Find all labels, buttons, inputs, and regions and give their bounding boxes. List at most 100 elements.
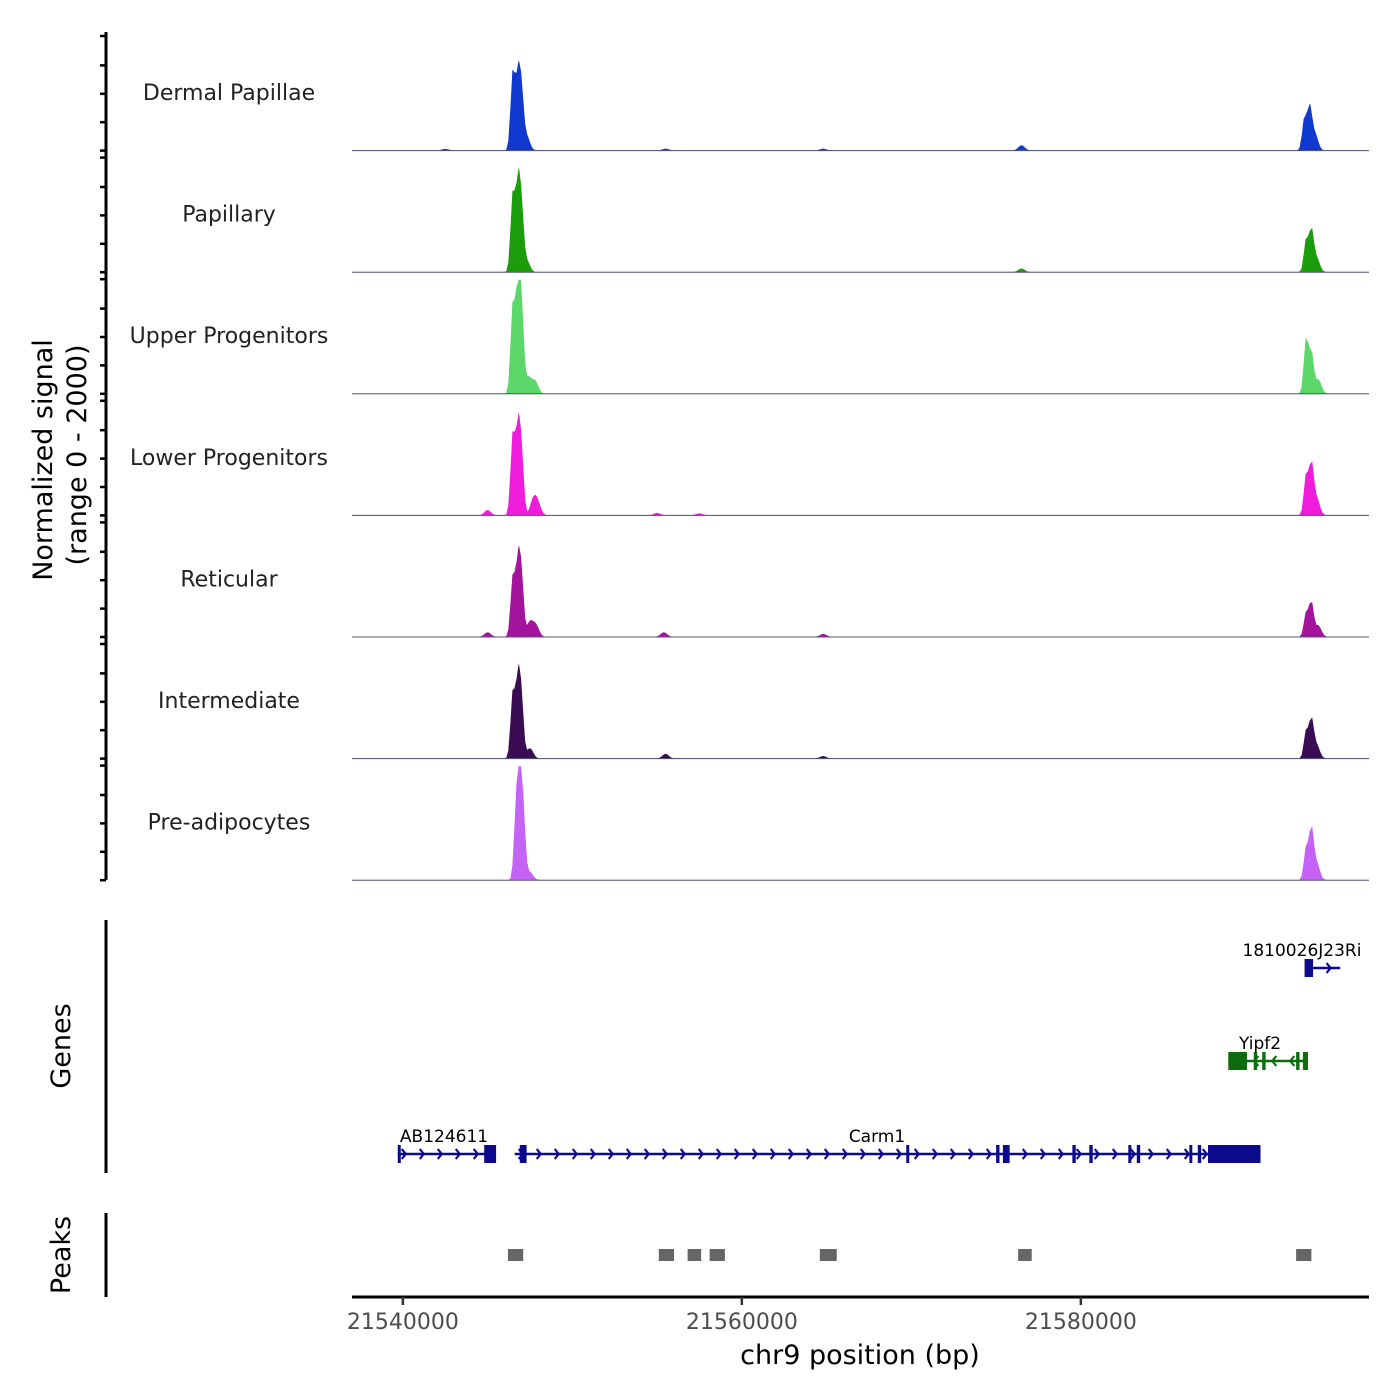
strand-chevron	[1270, 1055, 1278, 1067]
peak-region	[1296, 1249, 1312, 1261]
gene-exon	[1296, 1052, 1300, 1070]
gene-exon	[519, 1145, 527, 1163]
strand-chevron	[643, 1148, 651, 1160]
gene-carm1: Carm1	[514, 1127, 1261, 1163]
strand-chevron	[859, 1148, 867, 1160]
track-reticular: Reticular	[180, 546, 1369, 638]
gene-label: 1810026J23Ri	[1243, 941, 1362, 961]
gene-1810026j23ri: 1810026J23Ri	[1243, 941, 1362, 977]
gene-yipf2: Yipf2	[1228, 1034, 1308, 1070]
strand-chevron	[571, 1148, 579, 1160]
strand-chevron	[751, 1148, 759, 1160]
strand-chevron	[679, 1148, 687, 1160]
x-tick-label: 21540000	[347, 1310, 459, 1335]
track-lower-progenitors: Lower Progenitors	[130, 413, 1369, 516]
peak-region	[658, 1249, 675, 1261]
strand-chevron	[400, 1148, 408, 1160]
x-axis-title: chr9 position (bp)	[740, 1340, 980, 1371]
peak-region	[507, 1249, 524, 1261]
strand-chevron	[535, 1148, 543, 1160]
strand-chevron	[1183, 1148, 1191, 1160]
gene-exon	[996, 1145, 1000, 1163]
strand-chevron	[787, 1148, 795, 1160]
track-dermal-papillae: Dermal Papillae	[143, 61, 1369, 152]
strand-chevron	[1039, 1148, 1047, 1160]
track-label: Intermediate	[158, 689, 300, 714]
gene-label: AB124611	[400, 1127, 488, 1147]
gene-exon	[1228, 1052, 1247, 1070]
track-upper-progenitors: Upper Progenitors	[130, 279, 1369, 395]
peak-region	[819, 1249, 837, 1261]
strand-chevron	[913, 1148, 921, 1160]
strand-chevron	[1147, 1148, 1155, 1160]
coverage-tracks: Dermal Papillae Papillary Upper Progenitor…	[130, 61, 1369, 881]
strand-chevron	[931, 1148, 939, 1160]
gene-exon	[1072, 1145, 1076, 1163]
coverage-area	[352, 546, 1369, 638]
gene-label: Yipf2	[1238, 1034, 1281, 1054]
track-label: Upper Progenitors	[130, 324, 329, 349]
x-tick-label: 21580000	[1025, 1310, 1137, 1335]
gene-exon	[1189, 1145, 1193, 1163]
peak-region	[709, 1249, 725, 1261]
track-papillary: Papillary	[182, 168, 1369, 273]
strand-chevron	[769, 1148, 777, 1160]
strand-chevron	[895, 1148, 903, 1160]
track-label: Reticular	[180, 567, 278, 592]
strand-chevron	[436, 1148, 444, 1160]
gene-exon	[397, 1145, 401, 1163]
strand-chevron	[877, 1148, 885, 1160]
track-label: Lower Progenitors	[130, 446, 328, 471]
strand-chevron	[607, 1148, 615, 1160]
strand-chevron	[1129, 1148, 1137, 1160]
gene-exon	[1207, 1145, 1261, 1163]
coverage-area	[352, 279, 1369, 395]
y-axis-title-main: Normalized signal	[28, 339, 59, 581]
strand-chevron	[1057, 1148, 1065, 1160]
gene-exon	[1253, 1052, 1258, 1070]
strand-chevron	[1325, 962, 1332, 974]
peaks-track	[507, 1249, 1312, 1261]
gene-exon	[1197, 1145, 1202, 1163]
gene-label: Carm1	[849, 1127, 905, 1147]
gene-exon	[1002, 1145, 1010, 1163]
track-intermediate: Intermediate	[158, 664, 1369, 760]
coverage-axis-ticks	[100, 34, 106, 882]
coverage-area	[352, 61, 1369, 151]
gene-exon	[484, 1145, 497, 1163]
coverage-area	[352, 664, 1369, 759]
genes-track: 1810026J23Ri Yipf2 AB124611 Carm1	[397, 941, 1362, 1163]
strand-chevron	[1075, 1148, 1083, 1160]
strand-chevron	[589, 1148, 597, 1160]
gene-exon	[1262, 1052, 1266, 1070]
strand-chevron	[1288, 1055, 1296, 1067]
strand-chevron	[949, 1148, 957, 1160]
strand-chevron	[1165, 1148, 1173, 1160]
x-axis-ticks: 21540000 21560000 21580000	[347, 1297, 1137, 1335]
strand-chevron	[805, 1148, 813, 1160]
track-label: Pre-adipocytes	[148, 811, 311, 836]
x-tick-label: 21560000	[686, 1310, 798, 1335]
coverage-area	[352, 766, 1369, 881]
y-axis-title: Normalized signal (range 0 - 2000)	[28, 339, 93, 581]
strand-chevron	[715, 1148, 723, 1160]
peaks-track-label: Peaks	[46, 1216, 77, 1294]
strand-chevron	[454, 1148, 462, 1160]
track-label: Papillary	[182, 203, 276, 228]
gene-exon	[1136, 1145, 1141, 1163]
track-pre-adipocytes: Pre-adipocytes	[148, 766, 1369, 881]
strand-chevron	[823, 1148, 831, 1160]
strand-chevron	[967, 1148, 975, 1160]
strand-chevron	[472, 1148, 480, 1160]
strand-chevron	[553, 1148, 561, 1160]
strand-chevron	[418, 1148, 426, 1160]
gene-exon	[1089, 1145, 1093, 1163]
y-axis-title-range: (range 0 - 2000)	[62, 345, 93, 566]
track-label: Dermal Papillae	[143, 81, 315, 106]
strand-chevron	[733, 1148, 741, 1160]
strand-chevron	[1201, 1148, 1209, 1160]
strand-chevron	[1111, 1148, 1119, 1160]
gene-exon	[906, 1145, 910, 1163]
strand-chevron	[697, 1148, 705, 1160]
coverage-area	[352, 168, 1369, 273]
